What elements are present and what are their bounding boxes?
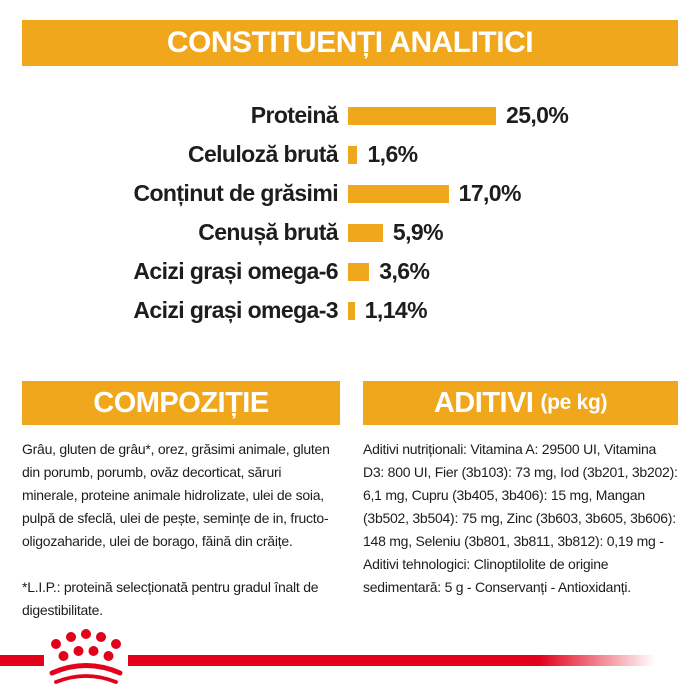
additives-heading-bar: ADITIVI (pe kg) <box>363 381 678 425</box>
chart-bar-value: 3,6% <box>379 258 430 284</box>
chart-row: Celuloză brută 1,6% <box>0 135 700 174</box>
chart-row-label: Cenușă brută <box>198 219 338 245</box>
chart-bar-value: 1,14% <box>364 297 428 323</box>
chart-row: Proteină 25,0% <box>0 96 700 135</box>
chart-row: Acizi grași omega-3 1,14% <box>0 291 700 330</box>
chart-bar-value: 1,6% <box>367 141 418 167</box>
analytical-constituents-chart: Proteină 25,0% Celuloză brută 1,6% Conținut … <box>0 96 700 330</box>
chart-row-label: Celuloză brută <box>187 141 339 167</box>
chart-row: Cenușă brută 5,9% <box>0 213 700 252</box>
chart-row-label: Acizi grași omega-3 <box>133 297 338 323</box>
additives-heading-suffix: (pe kg) <box>540 391 608 414</box>
composition-heading-bar: COMPOZIȚIE <box>22 381 340 425</box>
chart-bar-value: 25,0% <box>506 102 569 128</box>
brand-rule-left <box>0 655 44 666</box>
composition-footnote: *L.I.P.: proteină selecționată pentru gr… <box>22 579 319 618</box>
chart-bar-value: 5,9% <box>392 219 444 245</box>
chart-bar <box>348 301 355 320</box>
chart-bar <box>348 184 449 203</box>
additives-text: Aditivi nutriționali: Vitamina A: 29500 … <box>363 441 678 595</box>
chart-row-label: Conținut de grăsimi <box>133 180 338 206</box>
chart-row: Conținut de grăsimi 17,0% <box>0 174 700 213</box>
composition-heading: COMPOZIȚIE <box>93 386 269 419</box>
chart-bar <box>348 106 496 125</box>
additives-heading: ADITIVI <box>433 386 534 419</box>
chart-row-label: Acizi grași omega-6 <box>133 258 338 284</box>
chart-bar-value: 17,0% <box>458 180 522 206</box>
chart-bar <box>348 262 370 281</box>
royal-canin-crown-logo <box>49 629 123 684</box>
page-title: CONSTITUENȚI ANALITICI <box>166 26 534 59</box>
chart-row: Acizi grași omega-6 3,6% <box>0 252 700 291</box>
composition-text: Grâu, gluten de grâu*, orez, grăsimi ani… <box>22 441 330 549</box>
page-title-bar: CONSTITUENȚI ANALITICI <box>22 20 678 66</box>
brand-rule-right <box>128 655 655 666</box>
chart-bar <box>348 223 383 242</box>
composition-section: COMPOZIȚIE Grâu, gluten de grâu*, orez, … <box>22 381 340 622</box>
chart-bar <box>348 145 358 164</box>
additives-section: ADITIVI (pe kg) Aditivi nutriționali: Vi… <box>363 381 678 599</box>
chart-row-label: Proteină <box>250 102 339 128</box>
